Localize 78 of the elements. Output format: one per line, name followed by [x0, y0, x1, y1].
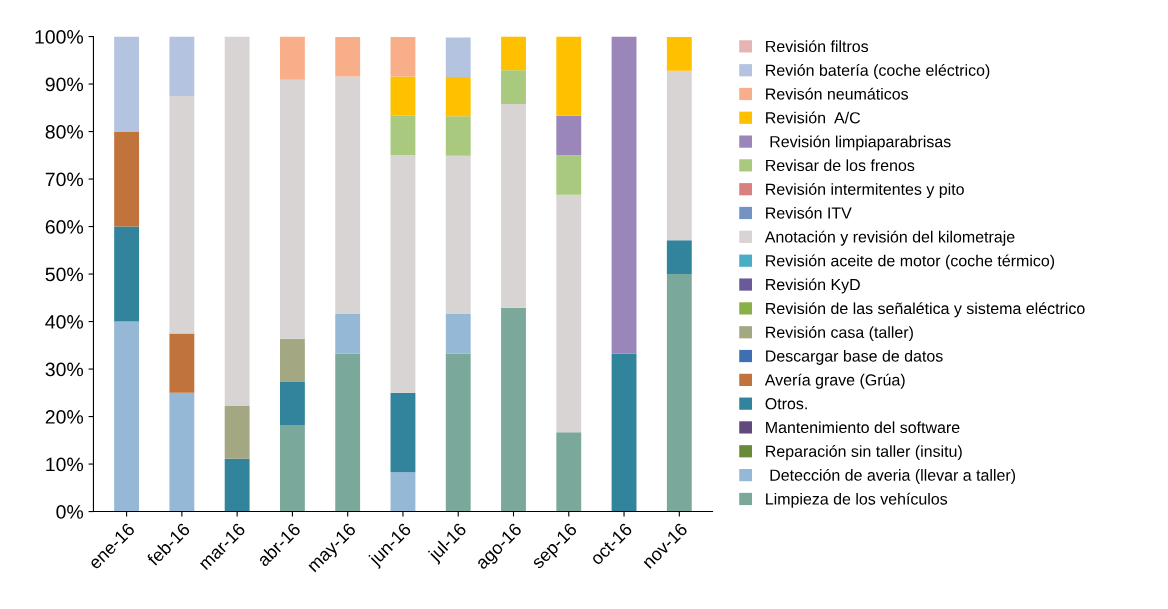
bar [501, 36, 526, 71]
bar [390, 472, 416, 512]
bar [335, 353, 361, 512]
bar [390, 155, 416, 393]
legend-label: Revisón ITV [766, 206, 852, 219]
bar [556, 115, 582, 156]
legend-label: Revisión intermitentes y pito [766, 183, 964, 199]
legend-label: Reparación sin taller (insitu) [766, 445, 962, 461]
bar [390, 76, 416, 116]
bar [279, 36, 305, 80]
legend-label: Revisión A/C [766, 111, 861, 124]
legend-label: Revisión aceite de motor (coche térmico) [766, 254, 1055, 270]
bar [445, 353, 471, 512]
y-tick-label: 60% [45, 220, 84, 234]
bar [114, 321, 140, 512]
bar [390, 37, 416, 77]
legend-label: Revisón neumáticos [766, 87, 909, 100]
y-tick-label: 80% [45, 125, 84, 139]
bar [556, 432, 582, 512]
bar [445, 76, 471, 117]
bar [556, 36, 582, 116]
legend-label: Revisión limpiaparabrisas [770, 135, 951, 151]
bar [445, 116, 471, 156]
legend-label: Anotación y revisión del kilometraje [764, 230, 1015, 246]
bar [224, 36, 250, 407]
bar [335, 37, 361, 77]
bar [114, 226, 140, 322]
y-tick-label: 70% [45, 172, 84, 187]
legend-label: Descargar base de datos [766, 350, 943, 365]
bar [279, 381, 305, 426]
bar [501, 103, 526, 308]
y-tick-label: 20% [45, 410, 84, 424]
y-tick-label: 40% [45, 315, 84, 329]
legend-label: Revisar de los frenos [766, 159, 915, 172]
bar [611, 353, 637, 512]
bar [114, 131, 140, 227]
bar [279, 425, 305, 512]
y-tick-label: 90% [45, 77, 84, 92]
legend-label: Limpieza de los vehículos [766, 492, 948, 508]
bar [169, 36, 195, 96]
bar [445, 313, 471, 354]
bar [666, 70, 692, 241]
bar [390, 392, 416, 473]
bar [224, 458, 250, 512]
bar [556, 155, 582, 195]
bar [169, 333, 195, 393]
bar [224, 406, 250, 459]
bar [666, 274, 692, 512]
bar [335, 76, 361, 314]
bar [501, 70, 526, 104]
bar [445, 155, 471, 314]
bar [279, 79, 305, 339]
legend-label: Revisión filtros [766, 40, 869, 53]
legend-label: Detección de averia (llevar a taller) [770, 468, 1016, 484]
bar [666, 37, 692, 71]
bar [390, 115, 416, 156]
y-tick-label: 50% [45, 267, 84, 282]
bar [501, 307, 526, 512]
y-tick-label: 100% [35, 30, 84, 44]
legend-label: Mantenimiento del software [766, 421, 960, 434]
legend-label: Otros. [765, 398, 807, 410]
legend-label: Avería grave (Grúa) [764, 373, 905, 389]
bar [114, 36, 140, 132]
y-tick-label: 30% [45, 362, 84, 377]
bar [169, 392, 195, 512]
legend-label: Revisión de las señalética y sistema eléctrico [766, 302, 1085, 318]
y-tick-label: 0% [56, 505, 84, 519]
bar [666, 240, 692, 275]
bar [611, 36, 637, 354]
bar [335, 313, 361, 354]
bar [169, 95, 195, 334]
legend-label: Revión batería (coche eléctrico) [766, 64, 990, 80]
legend-label: Revisión casa (taller) [766, 326, 913, 342]
legend-label: Revisión KyD [766, 278, 860, 294]
bar [556, 194, 582, 433]
bar [279, 338, 305, 382]
bar [445, 37, 471, 77]
y-tick-label: 10% [46, 457, 84, 472]
